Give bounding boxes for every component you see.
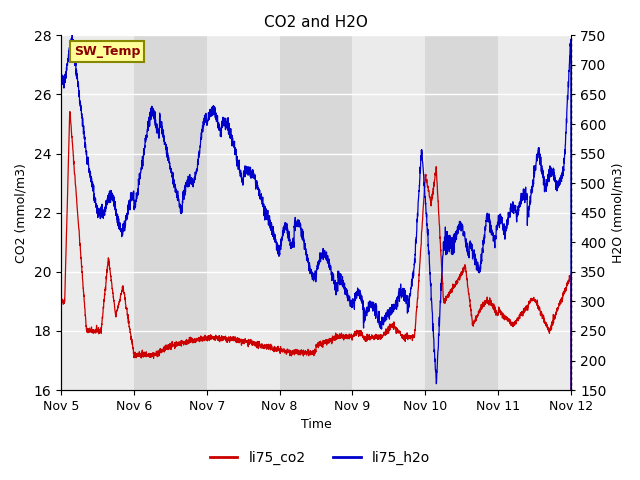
Bar bbox=[426, 36, 498, 390]
Bar bbox=[280, 36, 353, 390]
Text: SW_Temp: SW_Temp bbox=[74, 45, 140, 58]
X-axis label: Time: Time bbox=[301, 419, 332, 432]
Y-axis label: H2O (mmol/m3): H2O (mmol/m3) bbox=[612, 162, 625, 263]
Bar bbox=[134, 36, 207, 390]
Legend: li75_co2, li75_h2o: li75_co2, li75_h2o bbox=[204, 445, 436, 471]
Bar bbox=[498, 36, 571, 390]
Bar bbox=[207, 36, 280, 390]
Bar bbox=[353, 36, 426, 390]
Y-axis label: CO2 (mmol/m3): CO2 (mmol/m3) bbox=[15, 163, 28, 263]
Bar bbox=[61, 36, 134, 390]
Title: CO2 and H2O: CO2 and H2O bbox=[264, 15, 368, 30]
